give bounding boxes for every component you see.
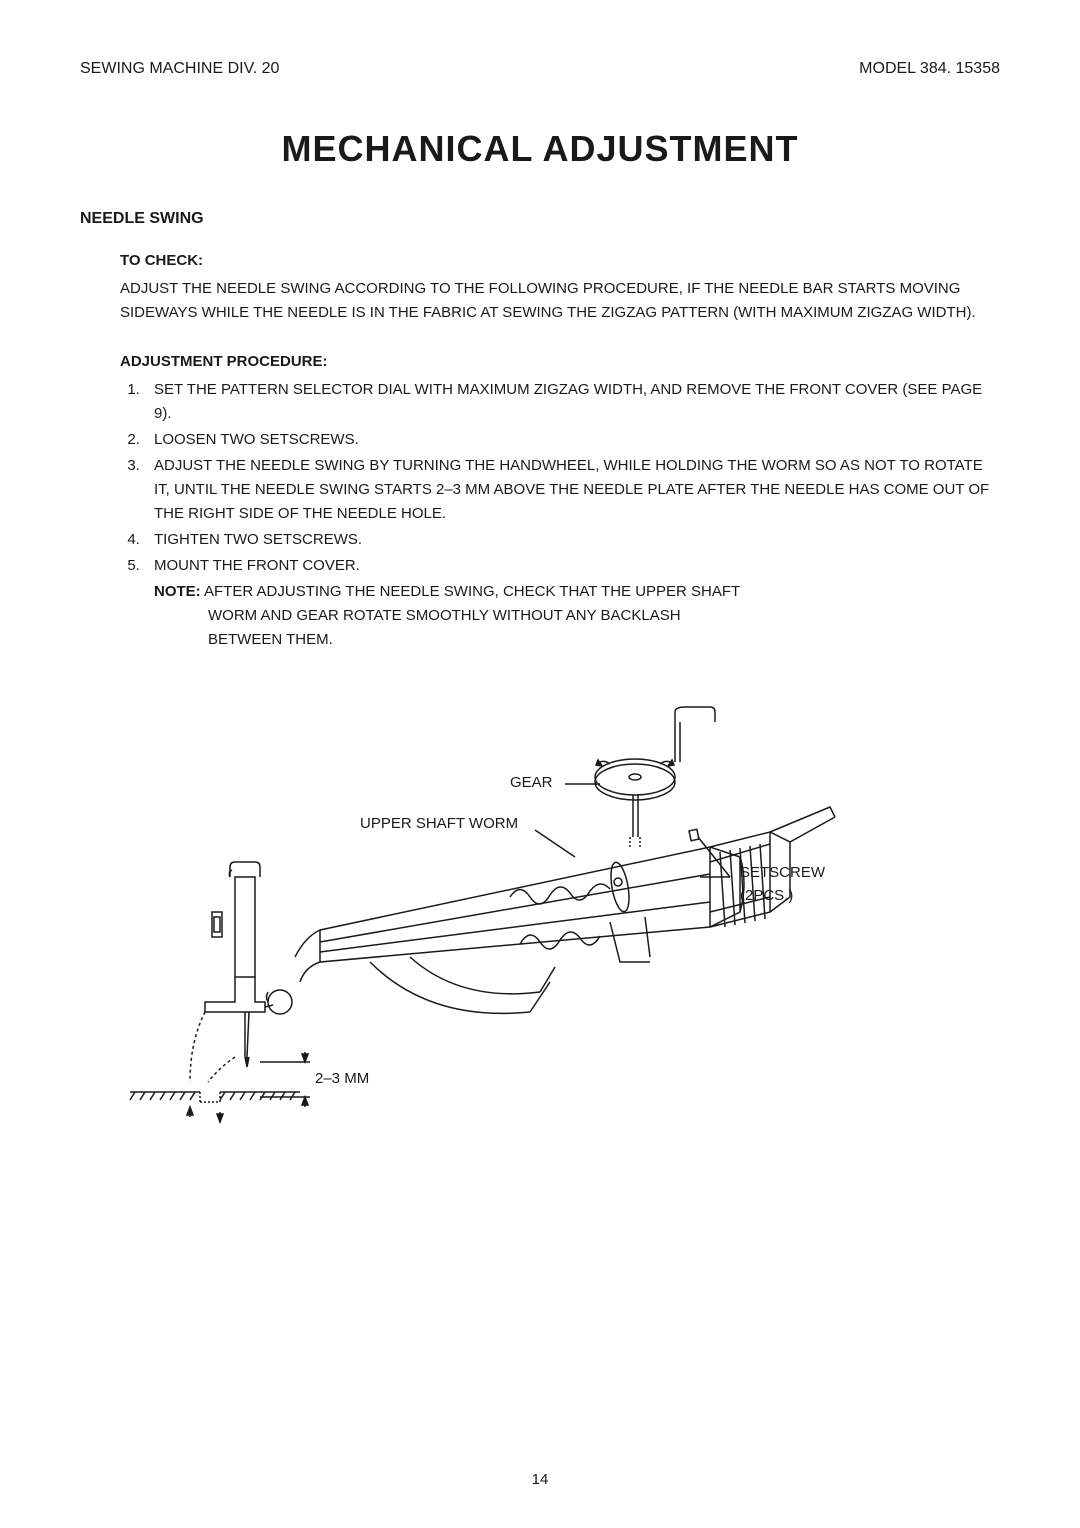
section-heading: NEEDLE SWING (80, 210, 1000, 228)
page-title: MECHANICAL ADJUSTMENT (80, 128, 1000, 170)
procedure-item: SET THE PATTERN SELECTOR DIAL WITH MAXIM… (144, 378, 1000, 426)
to-check-text: ADJUST THE NEEDLE SWING ACCORDING TO THE… (120, 277, 1000, 325)
page-number: 14 (532, 1471, 549, 1488)
procedure-item: MOUNT THE FRONT COVER. (144, 554, 1000, 578)
note-text-2: WORM AND GEAR ROTATE SMOOTHLY WITHOUT AN… (154, 604, 1000, 628)
label-setscrew: SETSCREW (740, 864, 825, 881)
procedure-label: ADJUSTMENT PROCEDURE: (120, 353, 1000, 370)
header-left: SEWING MACHINE DIV. 20 (80, 60, 279, 78)
procedure-list: SET THE PATTERN SELECTOR DIAL WITH MAXIM… (120, 378, 1000, 578)
note-block: NOTE: AFTER ADJUSTING THE NEEDLE SWING, … (120, 580, 1000, 652)
note-text-1: AFTER ADJUSTING THE NEEDLE SWING, CHECK … (204, 583, 740, 600)
note-label: NOTE: (154, 583, 201, 600)
to-check-label: TO CHECK: (120, 252, 1000, 269)
label-gear: GEAR (510, 774, 553, 791)
procedure-item: TIGHTEN TWO SETSCREWS. (144, 528, 1000, 552)
label-setscrew-qty: (2PCS.) (740, 887, 793, 904)
note-text-3: BETWEEN THEM. (154, 628, 1000, 652)
mechanical-diagram: GEAR UPPER SHAFT WORM SETSCREW (2PCS.) 2… (90, 702, 920, 1152)
diagram-svg (90, 702, 920, 1152)
label-upper-shaft-worm: UPPER SHAFT WORM (360, 815, 518, 832)
procedure-item: ADJUST THE NEEDLE SWING BY TURNING THE H… (144, 454, 1000, 526)
header-right: MODEL 384. 15358 (859, 60, 1000, 78)
procedure-item: LOOSEN TWO SETSCREWS. (144, 428, 1000, 452)
label-dimension: 2–3 MM (315, 1070, 369, 1087)
